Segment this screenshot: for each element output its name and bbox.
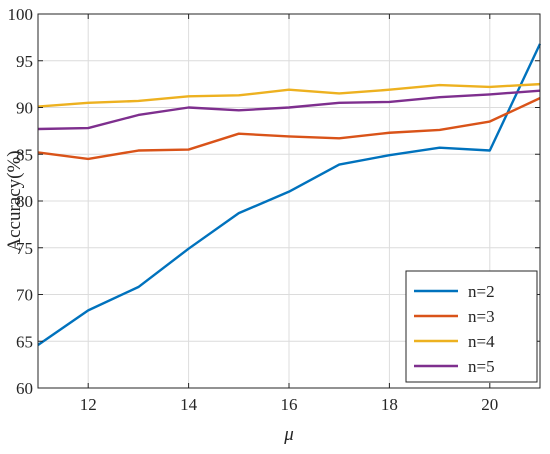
legend-box <box>405 270 538 383</box>
series-line-n=2 <box>37 43 542 346</box>
y-tick-label: 65 <box>16 332 33 351</box>
legend: n=2 n=3 n=4 n=5 <box>405 270 538 383</box>
x-tick-label: 20 <box>481 395 498 414</box>
x-axis-title: μ <box>283 424 294 445</box>
series-line-n=3 <box>37 97 541 161</box>
x-tick-label: 16 <box>281 395 298 414</box>
x-tick-label: 18 <box>381 395 398 414</box>
y-tick-label: 75 <box>16 239 33 258</box>
series-line-n=5 <box>37 89 541 131</box>
axis-ticks: 12 14 16 18 20 60 65 70 75 80 85 90 95 100 <box>8 5 540 414</box>
y-tick-label: 80 <box>16 192 33 211</box>
y-tick-label: 70 <box>16 286 33 305</box>
y-tick-label: 90 <box>16 99 33 118</box>
legend-label: n=5 <box>468 357 495 376</box>
y-tick-label: 100 <box>8 5 34 24</box>
series-lines <box>37 43 542 346</box>
y-tick-label: 85 <box>16 145 33 164</box>
y-tick-label: 95 <box>16 52 33 71</box>
legend-label: n=2 <box>468 282 495 301</box>
legend-label: n=3 <box>468 307 495 326</box>
y-axis-title: Accuracy(%) <box>4 150 25 251</box>
legend-label: n=4 <box>468 332 495 351</box>
x-tick-label: 14 <box>180 395 198 414</box>
x-tick-label: 12 <box>80 395 97 414</box>
series-line-n=4 <box>37 82 541 108</box>
y-tick-label: 60 <box>16 379 33 398</box>
